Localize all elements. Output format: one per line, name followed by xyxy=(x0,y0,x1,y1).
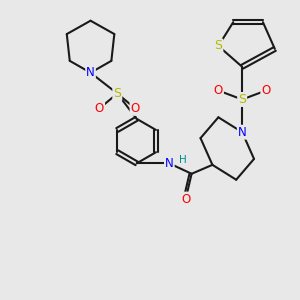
Text: O: O xyxy=(214,84,223,97)
Text: S: S xyxy=(214,40,222,52)
Text: O: O xyxy=(261,84,271,97)
Text: N: N xyxy=(86,66,95,79)
Text: N: N xyxy=(238,126,247,139)
Text: N: N xyxy=(165,157,174,170)
Text: H: H xyxy=(179,155,187,165)
Text: O: O xyxy=(95,102,104,115)
Text: O: O xyxy=(130,102,140,115)
Text: S: S xyxy=(238,93,246,106)
Text: S: S xyxy=(113,87,121,100)
Text: O: O xyxy=(181,193,190,206)
